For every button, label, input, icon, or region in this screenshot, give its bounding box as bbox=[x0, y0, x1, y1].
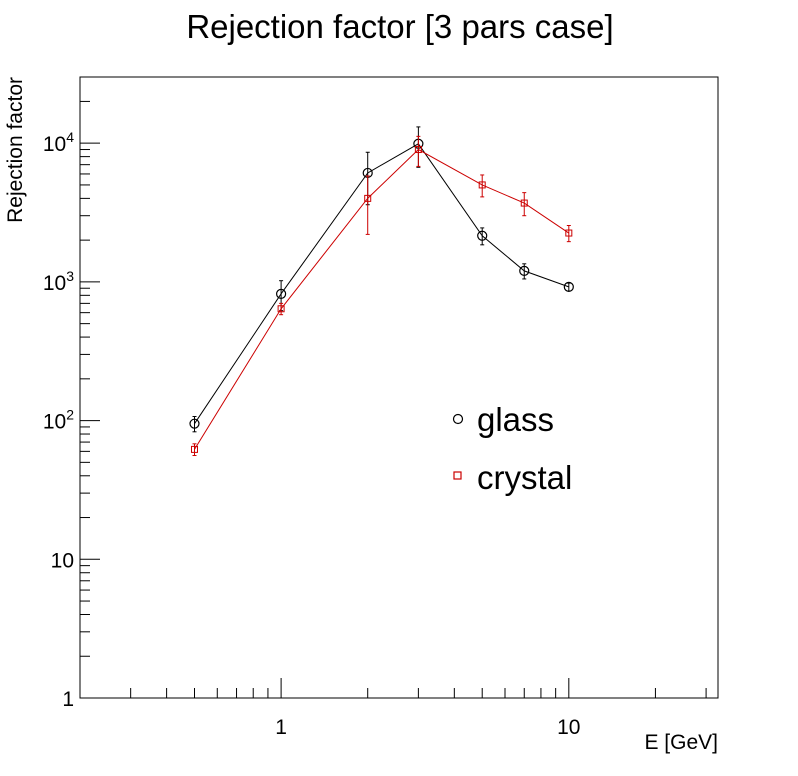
y-tick-label: 102 bbox=[43, 407, 74, 434]
y-tick-exponent: 4 bbox=[66, 129, 74, 145]
error-bar-crystal bbox=[192, 443, 197, 457]
data-point-crystal bbox=[277, 305, 285, 313]
legend: glass crystal bbox=[452, 401, 572, 496]
data-point-glass bbox=[189, 418, 200, 429]
chart-title: Rejection factor [3 pars case] bbox=[186, 8, 613, 45]
error-bar-crystal bbox=[365, 175, 370, 235]
error-bar-crystal bbox=[416, 135, 421, 167]
error-bar-crystal bbox=[566, 224, 571, 243]
legend-label-glass: glass bbox=[477, 401, 554, 438]
series-layer bbox=[189, 126, 574, 457]
series-crystal bbox=[190, 135, 573, 457]
x-tick-label: 1 bbox=[275, 716, 287, 739]
legend-item-crystal: crystal bbox=[453, 459, 572, 496]
legend-label-crystal: crystal bbox=[477, 459, 572, 496]
data-point-crystal bbox=[565, 229, 573, 237]
series-glass bbox=[189, 126, 574, 433]
error-bar-crystal bbox=[279, 302, 284, 316]
legend-marker-crystal bbox=[453, 471, 462, 480]
x-axis-title: E [GeV] bbox=[644, 731, 718, 754]
y-tick-exponent: 2 bbox=[66, 407, 74, 423]
y-tick-label: 1 bbox=[62, 688, 74, 711]
data-point-crystal bbox=[478, 181, 486, 189]
plot-frame bbox=[79, 76, 719, 699]
data-point-crystal bbox=[190, 445, 198, 453]
error-bar-crystal bbox=[480, 174, 485, 198]
x-axis: 1 10 bbox=[79, 678, 707, 739]
y-tick-label: 10 bbox=[51, 549, 74, 572]
y-tick-label: 103 bbox=[43, 268, 74, 295]
y-tick-label: 104 bbox=[43, 129, 74, 156]
legend-item-glass: glass bbox=[452, 401, 554, 438]
error-bar-crystal bbox=[522, 192, 527, 217]
data-point-crystal bbox=[520, 199, 528, 207]
legend-marker-glass bbox=[452, 413, 464, 425]
data-point-crystal bbox=[364, 194, 372, 202]
data-point-glass bbox=[477, 230, 488, 241]
data-point-glass bbox=[563, 281, 574, 293]
data-point-crystal bbox=[414, 146, 422, 154]
error-bar-glass bbox=[566, 282, 571, 292]
y-axis: 1 10 102 103 104 bbox=[43, 76, 100, 711]
y-axis-title: Rejection factor bbox=[4, 77, 27, 223]
data-point-glass bbox=[276, 288, 287, 299]
series-line-glass bbox=[194, 143, 569, 424]
data-point-glass bbox=[519, 265, 530, 277]
x-tick-label: 10 bbox=[557, 716, 580, 739]
y-tick-exponent: 3 bbox=[66, 268, 74, 284]
